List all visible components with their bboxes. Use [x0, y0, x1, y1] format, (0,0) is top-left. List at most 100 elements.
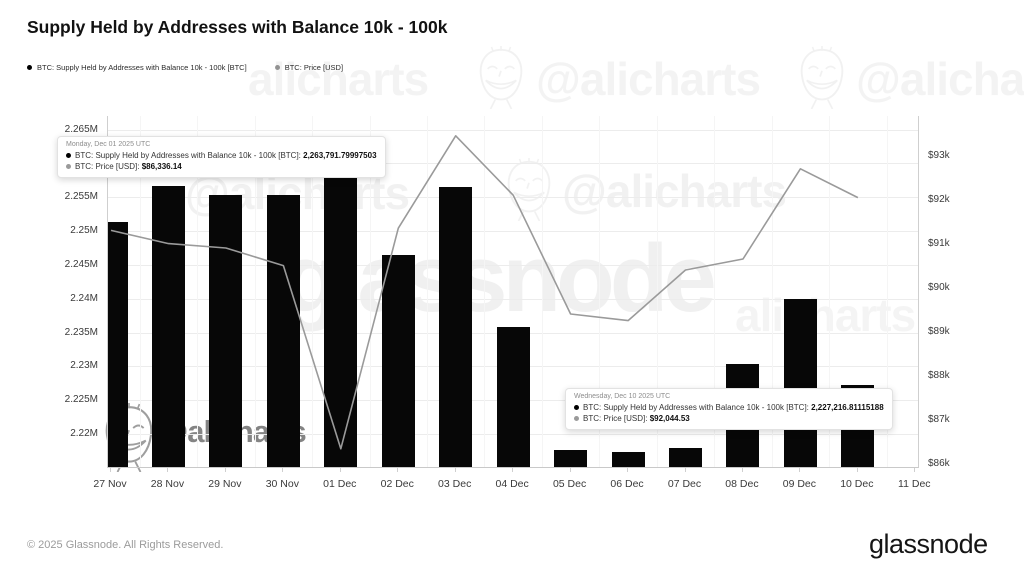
x-axis-label: 07 Dec: [667, 478, 702, 490]
x-axis-label: 03 Dec: [438, 478, 472, 490]
price-dot-icon: [66, 164, 71, 169]
x-axis-label: 06 Dec: [610, 478, 644, 490]
y-axis-label-left: 2.245M: [64, 258, 98, 270]
legend-label-supply: BTC: Supply Held by Addresses with Balan…: [37, 63, 247, 72]
x-axis-label: 29 Nov: [208, 478, 242, 490]
legend: BTC: Supply Held by Addresses with Balan…: [27, 63, 343, 72]
supply-bar-29-nov[interactable]: [209, 195, 243, 467]
tooltip-supply-row: BTC: Supply Held by Addresses with Balan…: [574, 402, 884, 413]
y-axis-label-left: 2.22M: [70, 428, 98, 440]
legend-item-supply[interactable]: BTC: Supply Held by Addresses with Balan…: [27, 63, 247, 72]
x-axis-tick: [569, 468, 571, 472]
y-axis-label-right: $88k: [928, 369, 950, 381]
supply-bar-02-dec[interactable]: [381, 254, 415, 467]
tooltip-dec10: Wednesday, Dec 10 2025 UTC BTC: Supply H…: [565, 388, 893, 430]
y-axis-label-left: 2.225M: [64, 394, 98, 406]
grid-line-v: [369, 116, 371, 467]
supply-bar-06-dec[interactable]: [611, 452, 645, 467]
grid-line-h: [108, 231, 918, 233]
y-axis-label-left: 2.255M: [64, 191, 98, 203]
grid-line-v: [197, 116, 199, 467]
x-axis-label: 08 Dec: [725, 478, 759, 490]
grid-line-v: [312, 116, 314, 467]
tooltip-dec01: Monday, Dec 01 2025 UTC BTC: Supply Held…: [57, 136, 386, 178]
x-axis-tick: [684, 468, 686, 472]
y-axis-label-right: $86k: [928, 457, 950, 469]
grid-line-h: [108, 264, 918, 266]
y-axis-label-left: 2.25M: [70, 225, 98, 237]
x-axis-tick: [799, 468, 801, 472]
y-axis-label-right: $89k: [928, 325, 950, 337]
tooltip-price-row: BTC: Price [USD]: $86,336.14: [66, 161, 377, 172]
chart-title: Supply Held by Addresses with Balance 10…: [27, 17, 448, 37]
tooltip-date: Wednesday, Dec 10 2025 UTC: [574, 393, 671, 400]
y-axis-label-left: 2.235M: [64, 326, 98, 338]
supply-bar-09-dec[interactable]: [783, 298, 817, 467]
grid-line-h: [108, 163, 918, 165]
x-axis-tick: [167, 468, 169, 472]
x-axis-tick: [224, 468, 226, 472]
grid-line-v: [829, 116, 831, 467]
supply-bar-03-dec[interactable]: [439, 187, 473, 467]
legend-label-price: BTC: Price [USD]: [284, 63, 344, 72]
alicharts-watermark: @alicharts: [536, 52, 761, 106]
x-axis-label: 28 Nov: [150, 478, 185, 490]
x-axis-label: 05 Dec: [552, 478, 587, 490]
supply-dot-icon: [574, 405, 579, 410]
x-axis-tick: [397, 468, 399, 472]
grid-line-h: [108, 197, 918, 199]
supply-bar-27-nov[interactable]: [108, 221, 128, 467]
glassnode-logo: glassnode: [869, 529, 988, 559]
tooltip-price-row: BTC: Price [USD]: $92,044.53: [574, 413, 884, 424]
price-line[interactable]: [108, 116, 919, 468]
tooltip-supply-row: BTC: Supply Held by Addresses with Balan…: [66, 150, 377, 161]
x-axis-tick: [512, 468, 514, 472]
y-axis-label-left: 2.23M: [70, 360, 98, 372]
y-axis-label-left: 2.265M: [64, 123, 98, 135]
alicharts-face-icon: [793, 46, 851, 114]
x-axis-label: 30 Nov: [265, 478, 299, 490]
y-axis-label-right: $93k: [928, 149, 950, 161]
grid-line-h: [108, 298, 918, 300]
grid-line-h: [108, 129, 918, 131]
supply-bar-05-dec[interactable]: [554, 450, 588, 467]
copyright-text: © 2025 Glassnode. All Rights Reserved.: [27, 539, 224, 551]
x-axis-label: 27 Nov: [93, 478, 127, 490]
price-dot-icon: [574, 416, 579, 421]
x-axis-label: 01 Dec: [323, 478, 357, 490]
grid-line-v: [139, 116, 141, 467]
supply-bar-30-nov[interactable]: [266, 194, 300, 467]
x-axis-tick: [914, 468, 916, 472]
grid-line-v: [886, 116, 888, 467]
x-axis-label: 04 Dec: [495, 478, 529, 490]
grid-line-v: [656, 116, 658, 467]
x-axis-label: 02 Dec: [380, 478, 414, 490]
y-axis-label-right: $91k: [928, 237, 950, 249]
legend-dot-supply-icon: [27, 65, 32, 70]
grid-line-v: [254, 116, 256, 467]
grid-line-v: [484, 116, 486, 467]
alicharts-face-icon: [472, 46, 530, 114]
y-axis-label-right: $87k: [928, 413, 950, 425]
y-axis-label-right: $90k: [928, 281, 950, 293]
legend-item-price[interactable]: BTC: Price [USD]: [274, 63, 344, 72]
y-axis-label-left: 2.24M: [70, 292, 98, 304]
alicharts-watermark: @alicharts: [856, 52, 1024, 106]
supply-dot-icon: [66, 153, 71, 158]
x-axis-tick: [454, 468, 456, 472]
x-axis-label: 11 Dec: [898, 478, 931, 490]
x-axis-tick: [627, 468, 629, 472]
x-axis-tick: [282, 468, 284, 472]
supply-bar-04-dec[interactable]: [496, 327, 530, 467]
grid-line-v: [599, 116, 601, 467]
tooltip-date: Monday, Dec 01 2025 UTC: [66, 141, 151, 148]
x-axis-tick: [339, 468, 341, 472]
x-axis-tick: [856, 468, 858, 472]
grid-line-v: [714, 116, 716, 467]
supply-bar-07-dec[interactable]: [669, 448, 702, 467]
x-axis-label: 09 Dec: [782, 478, 817, 490]
supply-bar-28-nov[interactable]: [151, 185, 185, 467]
legend-dot-price-icon: [274, 65, 280, 70]
alicharts-watermark: alicharts: [248, 52, 429, 106]
